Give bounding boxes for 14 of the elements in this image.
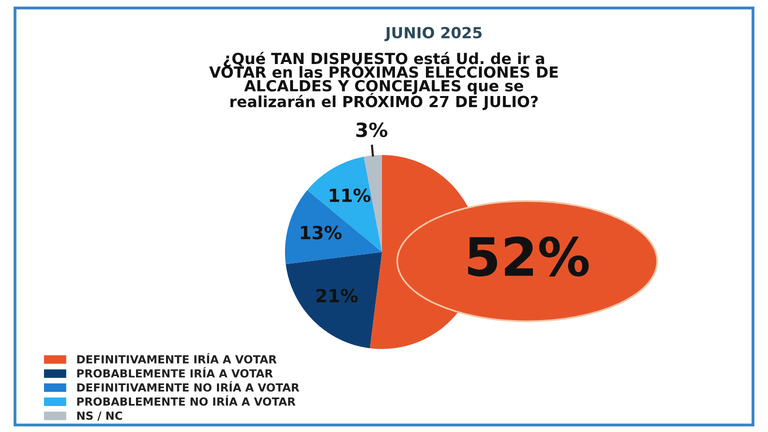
- legend-label: PROBABLEMENTE NO IRÍA A VOTAR: [77, 395, 296, 406]
- data-label: 13%: [300, 226, 342, 240]
- legend-label: DEFINITIVAMENTE NO IRÍA A VOTAR: [77, 381, 300, 392]
- data-label: 3%: [356, 122, 388, 138]
- chart-title: ¿Qué TAN DISPUESTO está Ud. de ir a VOTAR en las PRÓXIMAS ELECCIONES DE ALCALDES Y CONCEJALES que se realizarán el PRÓXIMO 27 DE JULIO?: [209, 52, 558, 110]
- data-label: 11%: [330, 188, 370, 202]
- legend-label: NS / NC: [77, 411, 122, 421]
- data-label: 52%: [468, 236, 589, 276]
- chart-subtitle: JUNIO 2025: [384, 26, 482, 42]
- pie-slice: [286, 252, 382, 348]
- data-label: 21%: [316, 288, 358, 303]
- legend-label: DEFINITIVAMENTE IRÍA A VOTAR: [77, 353, 277, 364]
- pie-slice: [285, 190, 382, 264]
- legend-label: PROBABLEMENTE IRÍA A VOTAR: [77, 367, 273, 378]
